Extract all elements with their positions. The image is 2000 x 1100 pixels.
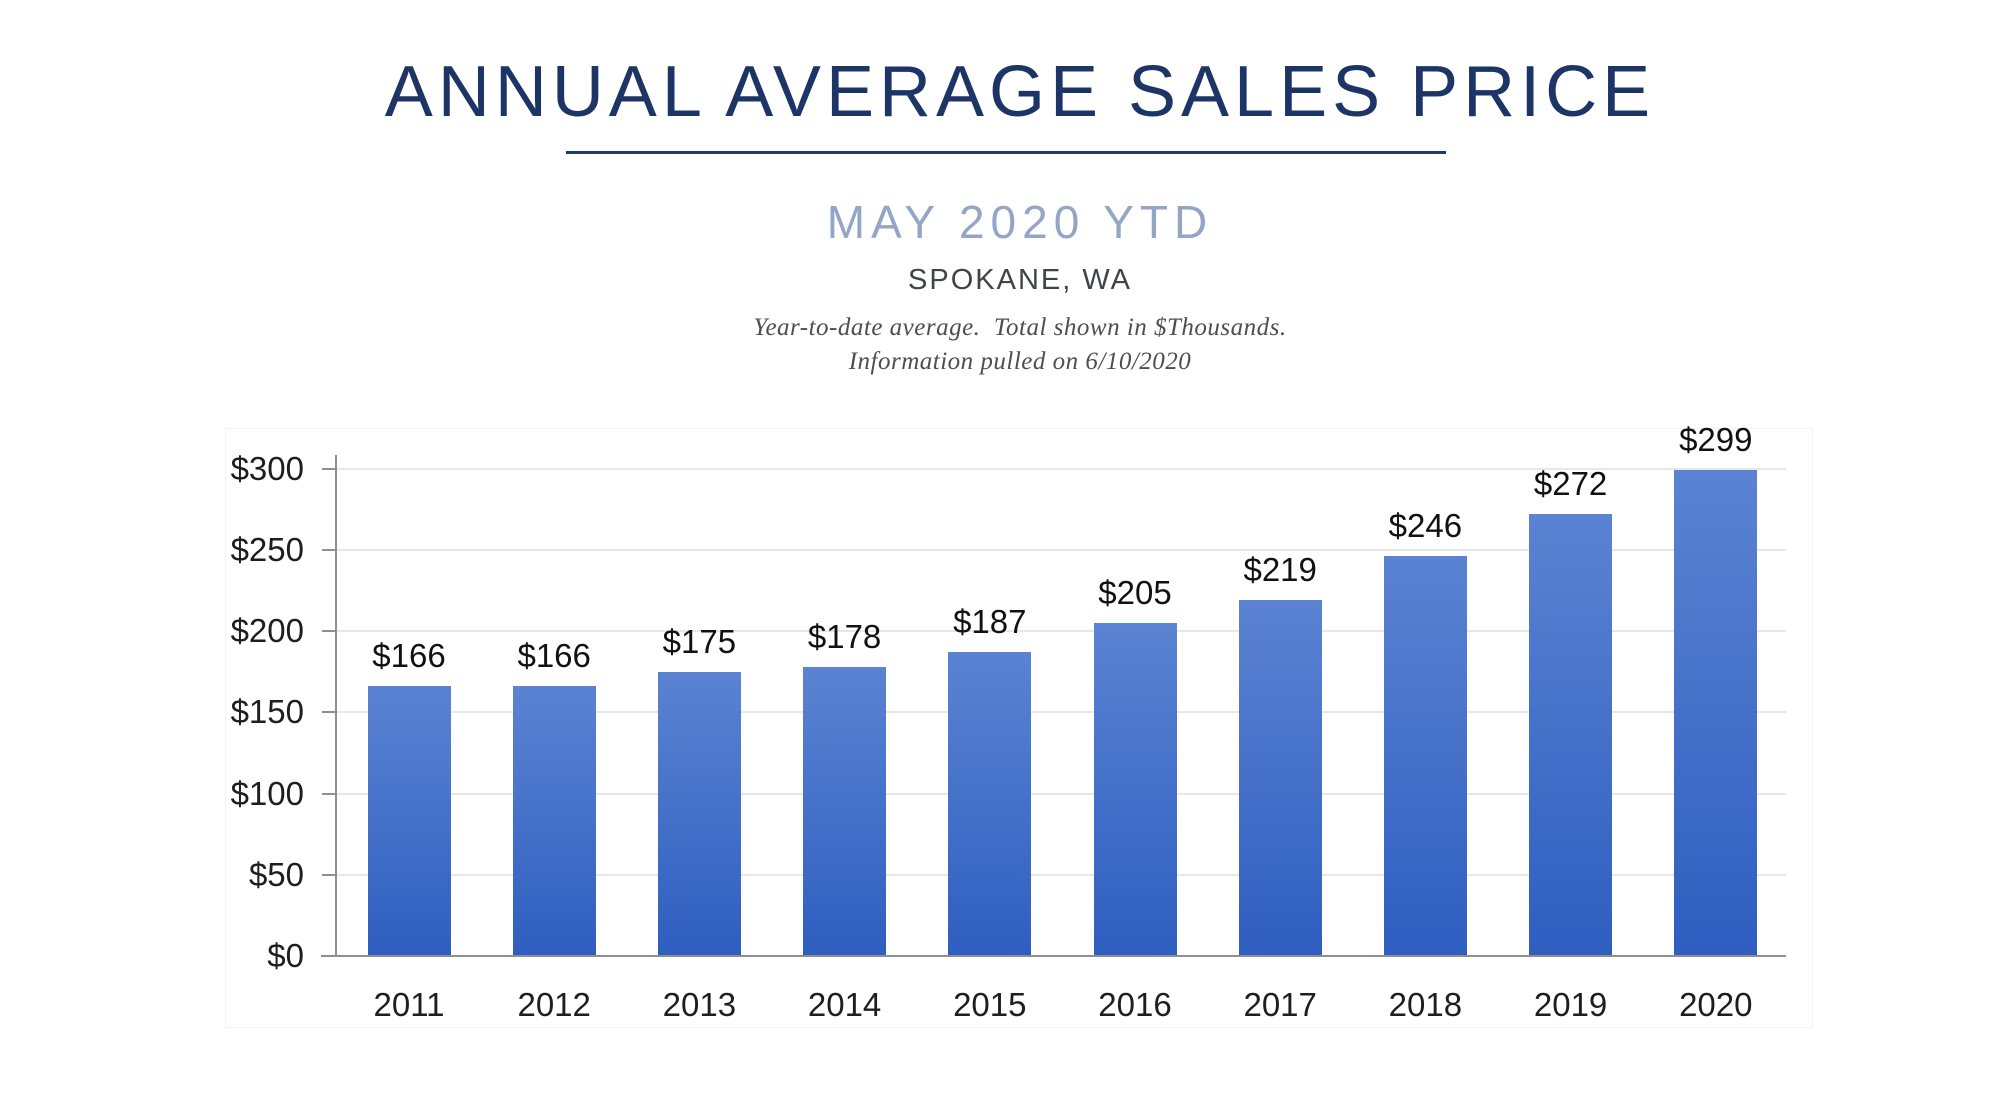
y-tick-150	[322, 711, 336, 714]
note-line-1: Year-to-date average. Total shown in $Th…	[753, 314, 1287, 341]
bar-value-label-2013: $175	[662, 622, 737, 660]
gridline-50	[336, 873, 1786, 876]
bar-2015	[948, 652, 1032, 956]
x-tick-label-2017: 2017	[1243, 986, 1317, 1023]
x-tick-label-2018: 2018	[1388, 986, 1463, 1023]
location-label: SPOKANE, WA	[908, 264, 1132, 296]
x-tick-label-2011: 2011	[373, 986, 445, 1023]
gridline-300	[336, 467, 1786, 470]
y-tick-label-300: $300	[230, 449, 304, 487]
bar-2011	[367, 686, 451, 956]
bar-2019	[1529, 514, 1613, 956]
bar-2013	[657, 671, 741, 956]
bar-value-label-2020: $299	[1679, 421, 1753, 459]
gridline-150	[336, 711, 1786, 714]
y-tick-label-0: $0	[267, 937, 304, 974]
bar-2016	[1093, 623, 1177, 956]
x-tick-label-2016: 2016	[1098, 986, 1172, 1023]
bar-2017	[1238, 600, 1322, 956]
y-tick-0	[322, 955, 336, 957]
bar-value-label-2018: $246	[1388, 507, 1463, 545]
y-axis-line	[335, 455, 337, 957]
bar-value-label-2019: $272	[1533, 465, 1608, 503]
bar-value-label-2011: $166	[372, 637, 446, 675]
note-line-2: Information pulled on 6/10/2020	[848, 348, 1192, 375]
y-tick-250	[322, 549, 336, 551]
chart-panel: $0 $50 $100 $150 $200 $250 $300 $166 $166 $175 $17…	[225, 422, 1813, 1028]
bar-value-label-2016: $205	[1098, 574, 1172, 612]
page-title: ANNUAL AVERAGE SALES PRICE	[384, 52, 1656, 132]
y-tick-label-250: $250	[230, 531, 304, 568]
y-tick-100	[322, 792, 336, 795]
bar-2014	[803, 666, 887, 956]
bar-2012	[512, 686, 596, 956]
x-tick-label-2015: 2015	[953, 986, 1027, 1023]
y-tick-label-100: $100	[230, 774, 304, 812]
bar-value-label-2014: $178	[807, 617, 882, 655]
y-tick-label-200: $200	[230, 612, 304, 650]
bar-value-label-2015: $187	[953, 603, 1027, 641]
y-tick-label-150: $150	[230, 693, 304, 731]
bar-value-label-2017: $219	[1243, 551, 1317, 589]
subtitle: MAY 2020 YTD	[826, 196, 1214, 248]
y-tick-label-50: $50	[248, 855, 304, 893]
gridline-250	[336, 549, 1786, 551]
bar-2020	[1674, 470, 1758, 956]
x-axis-line	[321, 955, 1786, 957]
bar-value-label-2012: $166	[517, 637, 591, 675]
x-tick-label-2013: 2013	[662, 986, 737, 1023]
gridline-200	[336, 630, 1786, 633]
x-tick-label-2012: 2012	[517, 986, 591, 1023]
bar-2018	[1383, 556, 1467, 956]
title-underline	[566, 151, 1446, 154]
gridline-100	[336, 792, 1786, 795]
y-tick-50	[322, 873, 336, 876]
y-tick-200	[322, 630, 336, 633]
y-tick-300	[322, 467, 336, 470]
x-tick-label-2020: 2020	[1679, 986, 1753, 1023]
x-tick-label-2014: 2014	[807, 986, 882, 1023]
x-tick-label-2019: 2019	[1533, 986, 1608, 1023]
